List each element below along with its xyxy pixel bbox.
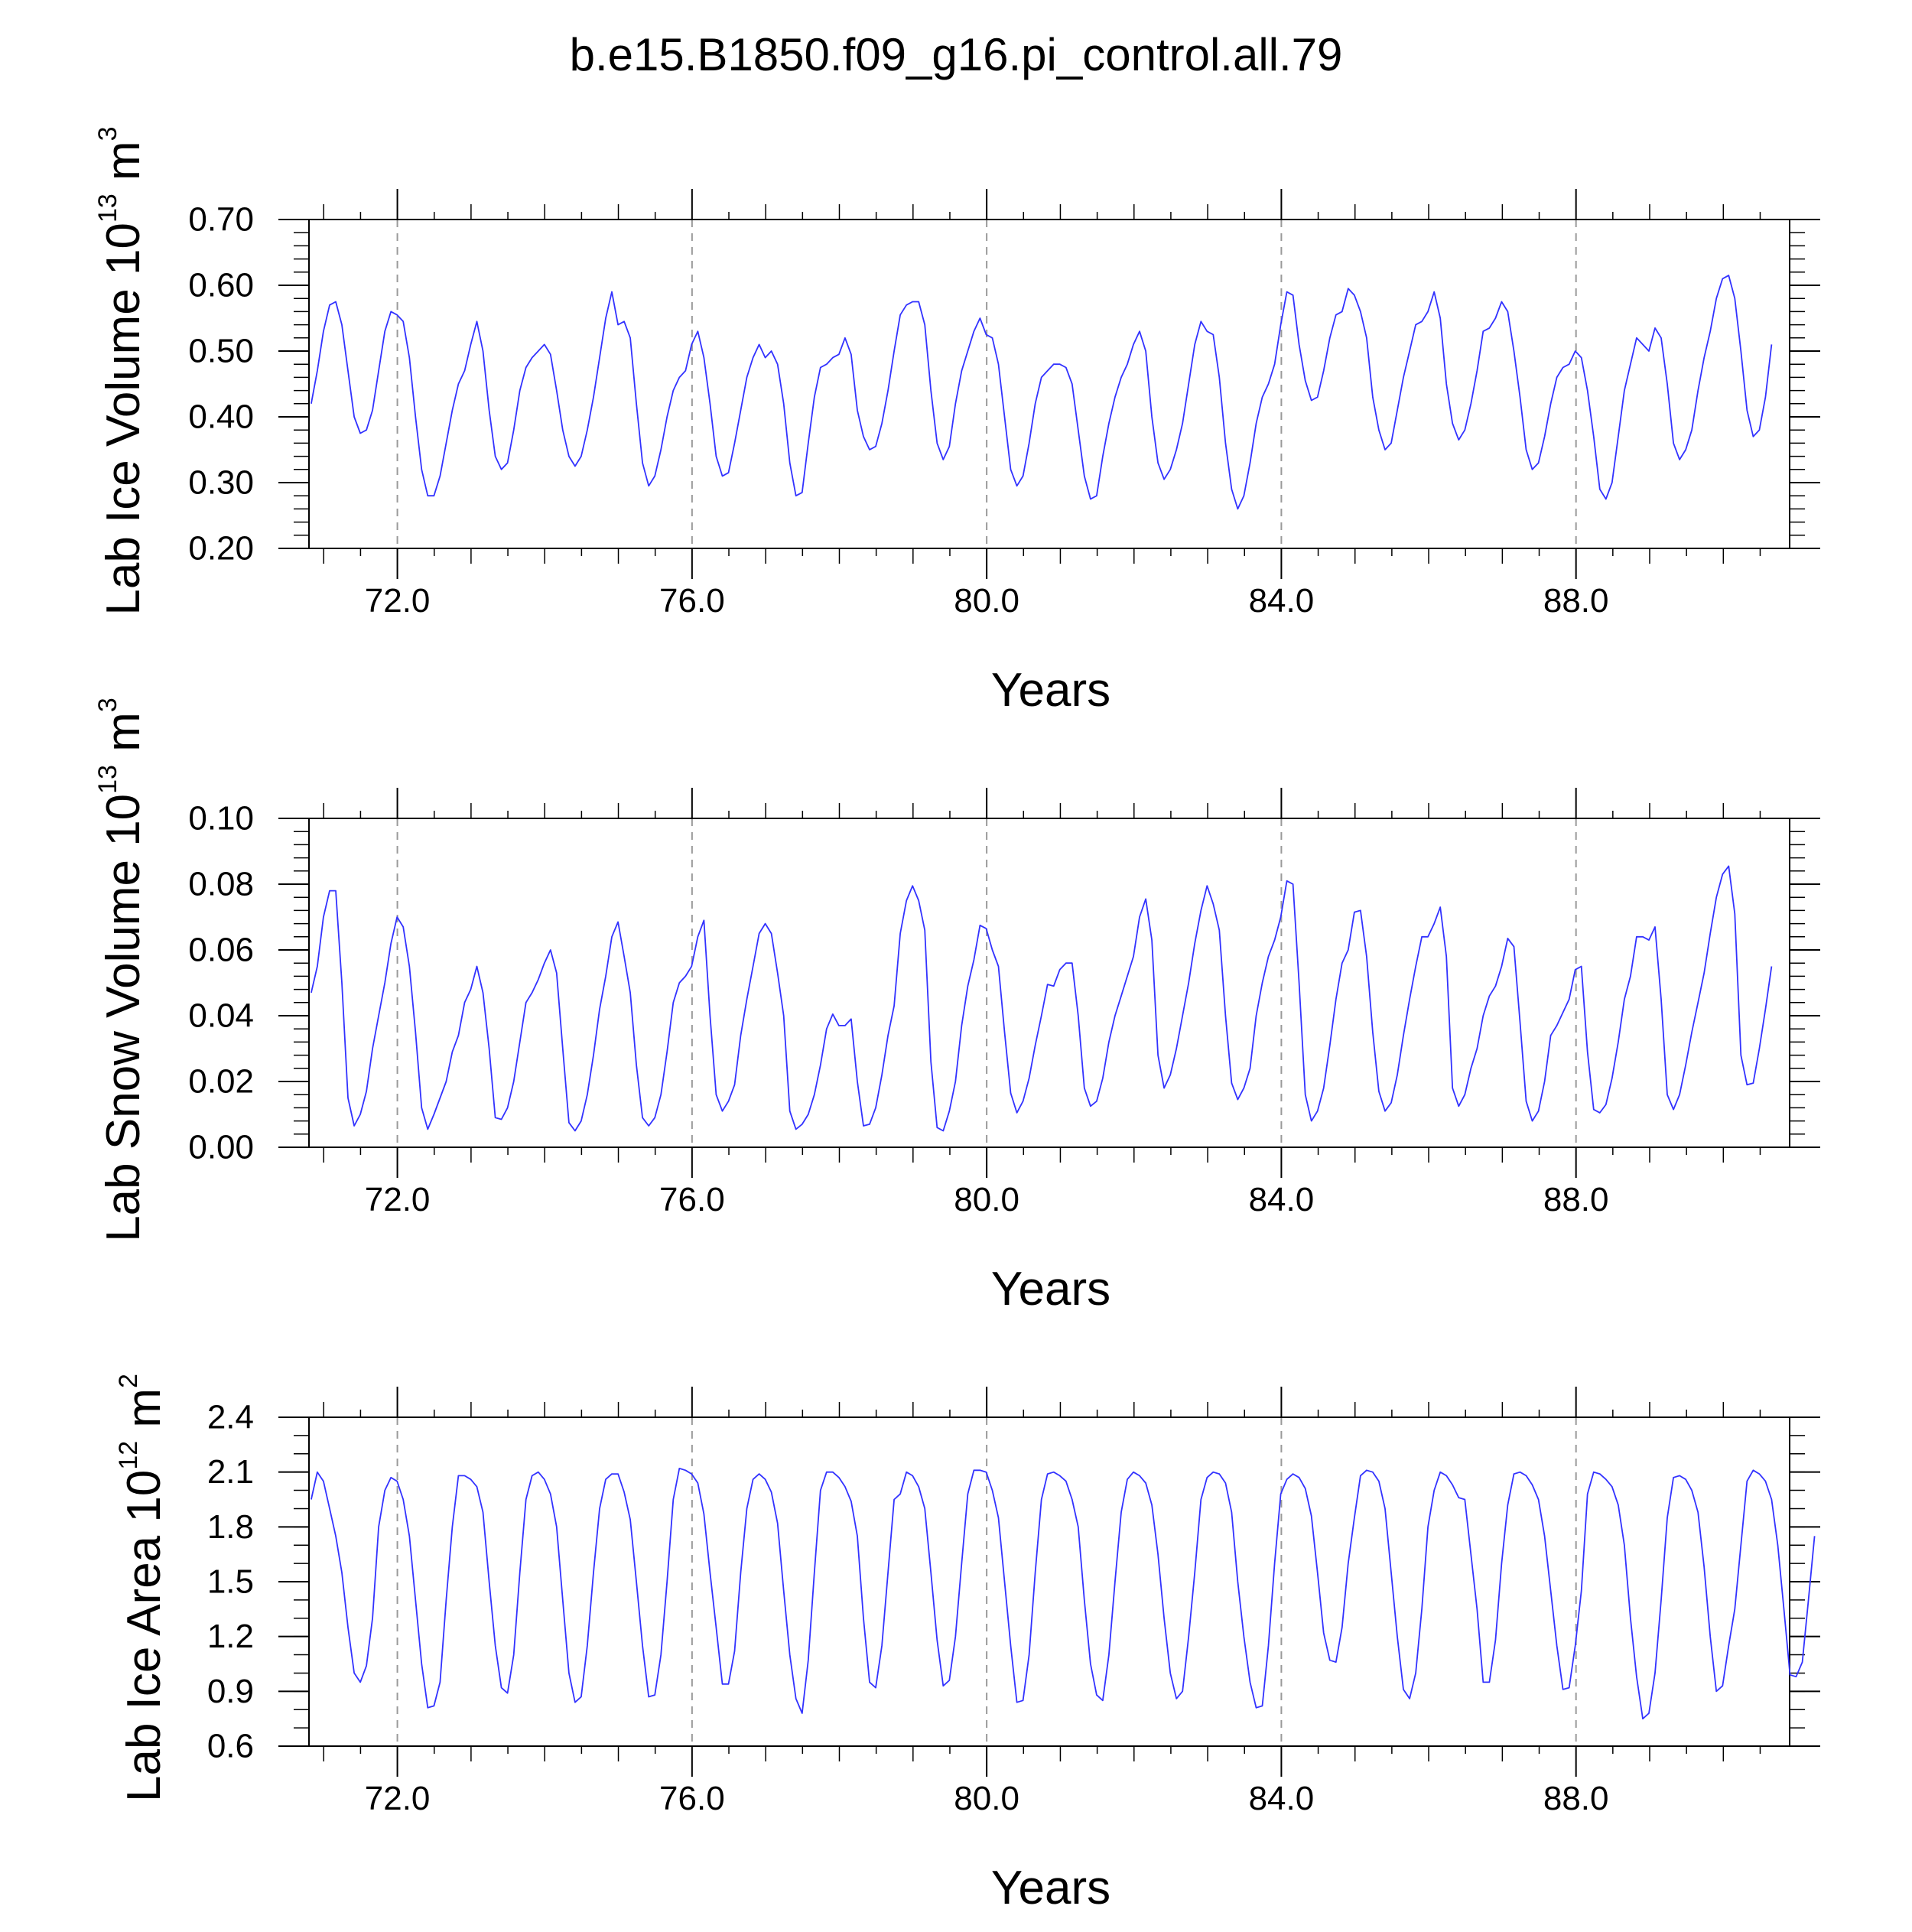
y-tick-label: 1.5 <box>207 1563 254 1601</box>
chart-plot: 0.20 0.30 0.40 0.50 0.60 0.70 72.0 76.0 80.0 84.0… <box>188 189 1820 620</box>
x-tick-label: 76.0 <box>659 1780 725 1817</box>
series-line <box>311 1467 1816 1720</box>
x-tick-label: 84.0 <box>1249 582 1315 620</box>
x-tick-label: 72.0 <box>365 1780 431 1817</box>
chart-panel-snow-volume: 0.00 0.02 0.04 0.06 0.08 0.10 72.0 76.0 80.0 84.0… <box>0 698 1912 1333</box>
y-tick-label: 0.40 <box>188 398 254 436</box>
y-tick-label: 0.10 <box>188 800 254 838</box>
x-tick-label: 88.0 <box>1543 1780 1609 1817</box>
chart-plot: 0.6 0.9 1.2 1.5 1.8 2.1 2.4 72.0 76.0 80.0 84.0 88.… <box>207 1387 1820 1817</box>
x-tick-label: 84.0 <box>1249 1181 1315 1218</box>
y-tick-label: 0.9 <box>207 1673 254 1710</box>
x-tick-label: 80.0 <box>954 1780 1019 1817</box>
page-title: b.e15.B1850.f09_g16.pi_control.all.79 <box>569 29 1343 80</box>
y-tick-label: 2.4 <box>207 1399 254 1436</box>
x-tick-label: 76.0 <box>659 1181 725 1218</box>
chart-panel-ice-volume: 0.20 0.30 0.40 0.50 0.60 0.70 72.0 76.0 80.0 84.0… <box>0 122 1912 734</box>
series-line <box>311 865 1773 1132</box>
plot-frame <box>308 1416 1790 1747</box>
series-line <box>311 275 1773 510</box>
plot-frame <box>308 219 1790 549</box>
x-tick-label: 84.0 <box>1249 1780 1315 1817</box>
x-axis-label: Years <box>990 1263 1111 1316</box>
y-tick-label: 0.20 <box>188 530 254 568</box>
y-tick-label: 2.1 <box>207 1453 254 1491</box>
y-tick-label: 0.04 <box>188 997 254 1035</box>
x-tick-label: 72.0 <box>365 1181 431 1218</box>
chart-plot: 0.00 0.02 0.04 0.06 0.08 0.10 72.0 76.0 80.0 84.0… <box>188 788 1820 1218</box>
y-tick-label: 0.02 <box>188 1063 254 1101</box>
y-tick-label: 0.6 <box>207 1728 254 1765</box>
y-tick-label: 0.00 <box>188 1129 254 1166</box>
y-tick-label: 0.30 <box>188 464 254 502</box>
y-tick-label: 1.2 <box>207 1618 254 1655</box>
y-tick-label: 0.08 <box>188 866 254 903</box>
y-axis-label: Lab Ice Volume 1013 m3 <box>93 126 150 616</box>
x-axis-label: Years <box>990 1862 1111 1914</box>
x-axis-label: Years <box>990 664 1111 717</box>
x-tick-label: 80.0 <box>954 1181 1019 1218</box>
y-tick-label: 0.50 <box>188 333 254 370</box>
y-axis-label: Lab Snow Volume 1013 m3 <box>93 698 150 1242</box>
y-tick-label: 0.06 <box>188 932 254 969</box>
x-tick-label: 72.0 <box>365 582 431 620</box>
y-tick-label: 1.8 <box>207 1508 254 1546</box>
x-tick-label: 80.0 <box>954 582 1019 620</box>
plot-frame <box>308 818 1790 1148</box>
chart-panel-ice-area: 0.6 0.9 1.2 1.5 1.8 2.1 2.4 72.0 76.0 80.0 84.0 88.… <box>0 1320 1912 1932</box>
x-tick-label: 76.0 <box>659 582 725 620</box>
x-tick-label: 88.0 <box>1543 1181 1609 1218</box>
x-tick-label: 88.0 <box>1543 582 1609 620</box>
y-tick-label: 0.70 <box>188 201 254 239</box>
y-axis-label: Lab Ice Area 1012 m2 <box>114 1374 171 1802</box>
y-tick-label: 0.60 <box>188 267 254 304</box>
